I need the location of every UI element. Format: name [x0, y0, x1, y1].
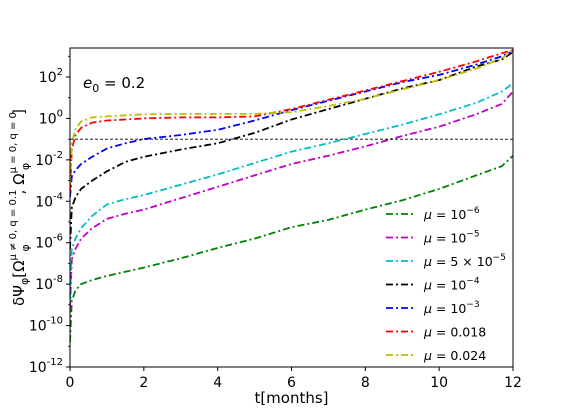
legend-label-6: μ = 0.018 — [423, 325, 486, 340]
legend: μ = 10−6 μ = 10−5 μ = 5 × 10−5 μ = 10−4 μ = … — [386, 206, 506, 363]
series-lines — [70, 49, 513, 343]
eccentricity-annotation: e0 = 0.2 — [83, 74, 145, 95]
y-tick-label: 10-12 — [29, 357, 63, 376]
legend-label-4: μ = 10−4 — [423, 277, 480, 293]
text-labels: 0 2 4 6 8 10 12 10-12 10-10 10-8 10-6 10-4 10-2 100 10… — [8, 67, 522, 407]
series-line-6 — [70, 49, 513, 191]
y-axis-label: δΨφ[Ωμ ≠ 0, q = 0.1φ, Ωμ = 0, q = 0φ] — [8, 109, 32, 306]
x-tick-label: 6 — [287, 375, 296, 391]
x-axis-label: t[months] — [254, 389, 328, 407]
y-tick-label: 10-4 — [35, 191, 63, 210]
y-tick-label: 100 — [39, 108, 63, 127]
legend-label-7: μ = 0.024 — [423, 348, 486, 363]
series-line-4 — [70, 51, 513, 249]
y-tick-label: 102 — [39, 67, 63, 86]
x-tick-label: 4 — [213, 375, 222, 391]
legend-label-5: μ = 10−3 — [423, 300, 480, 316]
series-line-2 — [70, 90, 513, 310]
series-line-3 — [70, 82, 513, 301]
y-tick-label: 10-10 — [29, 316, 63, 335]
legend-label-1: μ = 10−6 — [423, 206, 480, 222]
y-tick-label: 10-2 — [35, 150, 63, 169]
series-line-7 — [70, 49, 513, 185]
x-tick-label: 2 — [139, 375, 148, 391]
series-line-5 — [70, 50, 513, 198]
legend-label-3: μ = 5 × 10−5 — [423, 253, 506, 269]
legend-label-2: μ = 10−5 — [423, 230, 480, 246]
y-tick-label: 10-6 — [35, 233, 63, 252]
x-tick-label: 8 — [361, 375, 370, 391]
x-tick-label: 0 — [66, 375, 75, 391]
series-line-1 — [70, 155, 513, 343]
x-tick-label: 12 — [504, 375, 522, 391]
axis-ticks — [66, 55, 514, 371]
x-tick-label: 10 — [430, 375, 448, 391]
y-tick-label: 10-8 — [35, 274, 63, 293]
